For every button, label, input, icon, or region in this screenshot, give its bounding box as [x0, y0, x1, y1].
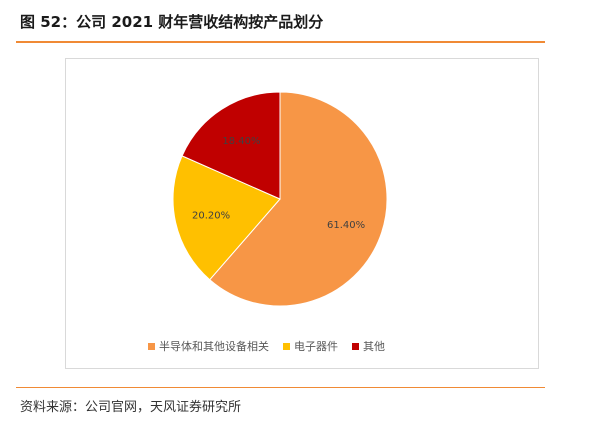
legend-swatch	[148, 343, 155, 350]
legend-swatch	[352, 343, 359, 350]
slice-data-label: 18.40%	[222, 136, 260, 147]
legend-label: 电子器件	[294, 340, 338, 353]
pie-slice	[172, 155, 281, 281]
source-note: 资料来源：公司官网，天风证券研究所	[20, 400, 242, 415]
slice-data-label: 20.20%	[192, 210, 230, 221]
figure-title: 图 52：公司 2021 财年营收结构按产品划分	[20, 13, 324, 31]
pie-slice	[209, 91, 388, 307]
legend-swatch	[283, 343, 290, 350]
title-divider	[16, 41, 545, 43]
legend-label: 其他	[363, 340, 385, 353]
chart-area: 61.40% 20.20% 18.40% 半导体和其他设备相关 电子器件 其他	[65, 58, 539, 369]
pie-chart: 61.40% 20.20% 18.40% 半导体和其他设备相关 电子器件 其他	[148, 91, 388, 353]
slice-data-label: 61.40%	[327, 220, 365, 231]
pie-slice	[181, 91, 281, 200]
legend-label: 半导体和其他设备相关	[159, 339, 269, 353]
source-divider	[16, 387, 545, 388]
